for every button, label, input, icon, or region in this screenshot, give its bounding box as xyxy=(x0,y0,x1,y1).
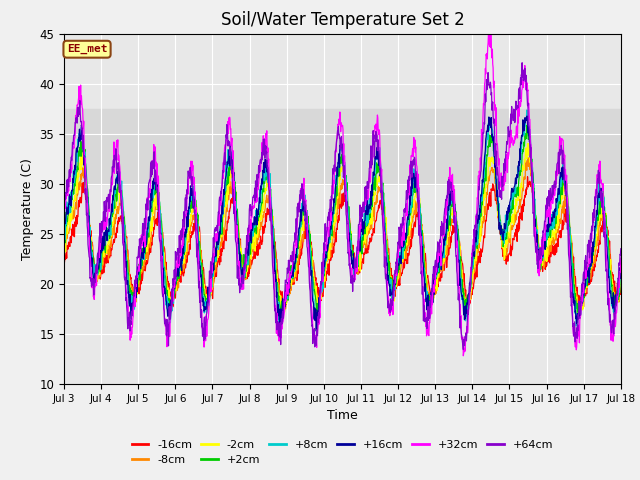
-8cm xyxy=(246,252,254,257)
Legend: -16cm, -8cm, -2cm, +2cm, +8cm, +16cm, +32cm, +64cm: -16cm, -8cm, -2cm, +2cm, +8cm, +16cm, +3… xyxy=(127,435,557,469)
-16cm xyxy=(617,288,625,293)
Line: +16cm: +16cm xyxy=(64,116,621,331)
Line: +8cm: +8cm xyxy=(64,110,621,329)
Title: Soil/Water Temperature Set 2: Soil/Water Temperature Set 2 xyxy=(221,11,464,29)
+32cm xyxy=(502,163,510,168)
-16cm xyxy=(168,304,175,310)
Bar xyxy=(64,108,621,184)
+8cm xyxy=(523,107,531,113)
+64cm xyxy=(60,203,68,208)
-2cm xyxy=(617,271,625,277)
+16cm xyxy=(170,285,178,290)
-2cm xyxy=(551,228,559,234)
+64cm xyxy=(518,60,526,66)
-8cm xyxy=(617,281,625,287)
+2cm xyxy=(617,272,625,278)
-16cm xyxy=(524,174,531,180)
+8cm xyxy=(60,225,68,231)
+32cm xyxy=(60,215,68,221)
+2cm xyxy=(313,312,321,317)
+64cm xyxy=(246,202,254,207)
+32cm xyxy=(460,353,467,359)
+16cm xyxy=(617,271,625,277)
+2cm xyxy=(502,231,509,237)
+2cm xyxy=(429,287,437,293)
+8cm xyxy=(429,276,437,282)
+32cm xyxy=(617,255,625,261)
+16cm xyxy=(502,222,509,228)
+8cm xyxy=(617,265,625,271)
+2cm xyxy=(246,241,254,247)
+8cm xyxy=(170,283,178,288)
+64cm xyxy=(552,183,559,189)
+16cm xyxy=(524,113,531,119)
-16cm xyxy=(502,253,509,259)
-16cm xyxy=(429,293,437,299)
-8cm xyxy=(281,309,289,315)
-16cm xyxy=(184,250,192,255)
-16cm xyxy=(171,290,179,296)
+32cm xyxy=(484,31,492,36)
+2cm xyxy=(170,293,178,299)
+64cm xyxy=(184,175,191,181)
+8cm xyxy=(552,207,559,213)
+16cm xyxy=(552,208,559,214)
-8cm xyxy=(552,232,559,238)
+32cm xyxy=(552,187,559,193)
-2cm xyxy=(574,316,582,322)
-16cm xyxy=(552,252,559,257)
+64cm xyxy=(617,246,625,252)
+64cm xyxy=(429,272,436,277)
+8cm xyxy=(184,221,191,227)
+2cm xyxy=(60,237,68,243)
Line: +64cm: +64cm xyxy=(64,63,621,349)
-8cm xyxy=(170,290,178,296)
-8cm xyxy=(60,261,68,266)
-2cm xyxy=(429,297,436,302)
+32cm xyxy=(246,219,254,225)
-2cm xyxy=(524,141,531,146)
-2cm xyxy=(60,233,68,239)
+32cm xyxy=(170,279,178,285)
Line: -2cm: -2cm xyxy=(64,144,621,319)
+16cm xyxy=(312,328,320,334)
-16cm xyxy=(246,264,254,269)
-2cm xyxy=(170,288,178,294)
Line: +2cm: +2cm xyxy=(64,125,621,314)
+64cm xyxy=(502,149,509,155)
+32cm xyxy=(429,289,436,295)
-2cm xyxy=(184,238,191,243)
+8cm xyxy=(277,326,285,332)
+16cm xyxy=(60,226,68,232)
-8cm xyxy=(502,246,509,252)
X-axis label: Time: Time xyxy=(327,409,358,422)
-2cm xyxy=(502,245,509,251)
-2cm xyxy=(246,250,254,256)
Y-axis label: Temperature (C): Temperature (C) xyxy=(21,158,34,260)
-8cm xyxy=(184,237,191,242)
+64cm xyxy=(460,347,467,352)
Line: -8cm: -8cm xyxy=(64,157,621,312)
+2cm xyxy=(523,122,531,128)
+16cm xyxy=(246,238,254,243)
+16cm xyxy=(184,224,191,230)
-8cm xyxy=(524,155,532,160)
Line: -16cm: -16cm xyxy=(64,177,621,307)
+2cm xyxy=(552,213,559,219)
Text: EE_met: EE_met xyxy=(67,44,108,54)
+16cm xyxy=(429,280,437,286)
+32cm xyxy=(184,177,191,182)
+8cm xyxy=(502,225,509,230)
+8cm xyxy=(246,237,254,242)
Line: +32cm: +32cm xyxy=(64,34,621,356)
+64cm xyxy=(170,267,178,273)
-8cm xyxy=(429,291,437,297)
+2cm xyxy=(184,223,191,228)
-16cm xyxy=(60,253,68,259)
